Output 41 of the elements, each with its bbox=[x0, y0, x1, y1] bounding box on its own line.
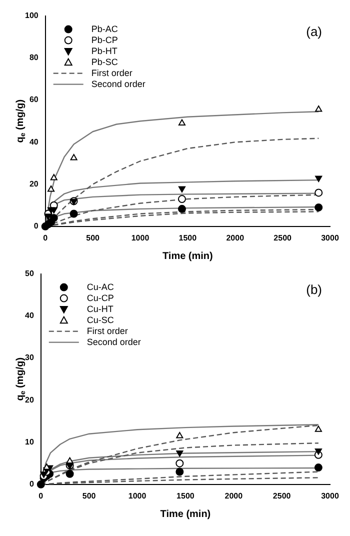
y-tick-label: 50 bbox=[24, 269, 34, 278]
legend-label: Cu-CP bbox=[86, 292, 114, 303]
y-tick-label: 40 bbox=[29, 137, 39, 146]
legend-label: Cu-AC bbox=[86, 282, 114, 292]
y-tick-label: 10 bbox=[24, 437, 34, 446]
y-tick-label: 0 bbox=[29, 480, 34, 489]
x-tick-label: 1000 bbox=[131, 233, 150, 242]
x-tick-label: 1500 bbox=[178, 233, 198, 242]
legend-label: Second order bbox=[91, 78, 146, 89]
legend-label: Second order bbox=[86, 336, 141, 347]
y-tick-label: 60 bbox=[29, 95, 39, 104]
x-tick-label: 3000 bbox=[321, 491, 340, 500]
x-tick-label: 2500 bbox=[272, 491, 292, 500]
y-tick-label: 100 bbox=[24, 11, 39, 20]
y-tick-label: 20 bbox=[29, 179, 39, 188]
legend-label: Cu-HT bbox=[86, 304, 114, 314]
x-tick-label: 2000 bbox=[226, 233, 245, 242]
y-tick-label: 80 bbox=[29, 53, 39, 62]
y-tick-label: 20 bbox=[24, 395, 34, 404]
x-tick-label: 500 bbox=[86, 233, 100, 242]
x-axis-title: Time (min) bbox=[162, 250, 213, 262]
x-tick-label: 1000 bbox=[128, 491, 147, 500]
legend-label: Pb-SC bbox=[91, 56, 118, 67]
annotation: (a) bbox=[306, 24, 322, 39]
y-tick-label: 30 bbox=[24, 353, 34, 362]
legend-label: First order bbox=[91, 68, 132, 78]
x-tick-label: 0 bbox=[43, 233, 48, 242]
x-tick-label: 3000 bbox=[321, 233, 340, 242]
legend-label: Pb-CP bbox=[91, 34, 118, 45]
x-tick-label: 1500 bbox=[176, 491, 195, 500]
y-tick-label: 40 bbox=[24, 311, 34, 320]
x-tick-label: 500 bbox=[82, 491, 96, 500]
legend-label: Pb-HT bbox=[91, 46, 118, 56]
y-tick-label: 0 bbox=[34, 222, 39, 231]
legend-label: First order bbox=[86, 326, 128, 336]
legend-label: Pb-AC bbox=[91, 24, 118, 34]
x-tick-label: 2000 bbox=[224, 491, 244, 500]
annotation: (b) bbox=[306, 282, 322, 297]
x-tick-label: 2500 bbox=[274, 233, 292, 242]
x-axis-title: Time (min) bbox=[160, 508, 211, 520]
legend-label: Cu-SC bbox=[86, 314, 114, 325]
